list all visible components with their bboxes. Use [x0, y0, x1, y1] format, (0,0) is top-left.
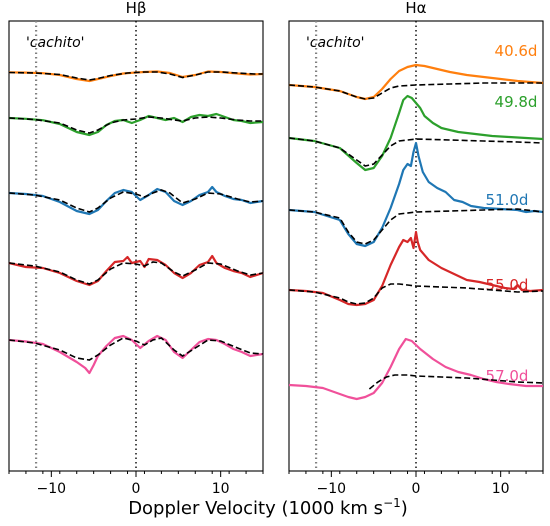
- halpha-observed-line-2: [288, 141, 544, 248]
- halpha-observed-line-0: [288, 63, 544, 101]
- halpha-model-line-1: [288, 137, 544, 167]
- hbeta-model-line-0: [8, 71, 263, 81]
- hbeta-model-line-2: [8, 189, 264, 213]
- halpha-title: Hα: [405, 0, 426, 17]
- halpha-observed-line-4: [288, 337, 543, 401]
- x-axis-label: Doppler Velocity (1000 km s−1): [128, 496, 408, 519]
- halpha-tick-label: 10: [492, 481, 510, 497]
- epoch-label-51-0d: 51.0d: [486, 191, 529, 209]
- hbeta-model-line-4: [8, 337, 264, 361]
- hbeta-observed-line-2: [8, 185, 264, 216]
- hbeta-cachito-label: 'cachito': [26, 35, 85, 51]
- hbeta-tick-label: 0: [132, 481, 141, 497]
- halpha-observed-line-1: [288, 94, 544, 172]
- halpha-tick-label: 0: [412, 481, 421, 497]
- hbeta-model-line-3: [8, 261, 264, 285]
- epoch-label-55-0d: 55.0d: [486, 276, 529, 294]
- epoch-label-40-6d: 40.6d: [495, 42, 538, 60]
- hbeta-tick-label: −10: [37, 481, 67, 497]
- hbeta-title: Hβ: [126, 0, 147, 17]
- hbeta-tick-label: 10: [212, 481, 230, 497]
- halpha-model-line-0: [288, 82, 543, 100]
- halpha-model-line-2: [288, 208, 544, 245]
- plot-layer: −10 0 10 −10 0 10: [8, 21, 544, 497]
- halpha-observed-line-3: [288, 230, 544, 307]
- hbeta-model-line-1: [8, 116, 263, 134]
- epoch-label-49-8d: 49.8d: [495, 93, 538, 111]
- halpha-model-line-4: [368, 374, 544, 390]
- halpha-cachito-label: 'cachito': [306, 35, 365, 51]
- halpha-tick-label: −10: [317, 481, 347, 497]
- halpha-model-line-3: [288, 283, 544, 305]
